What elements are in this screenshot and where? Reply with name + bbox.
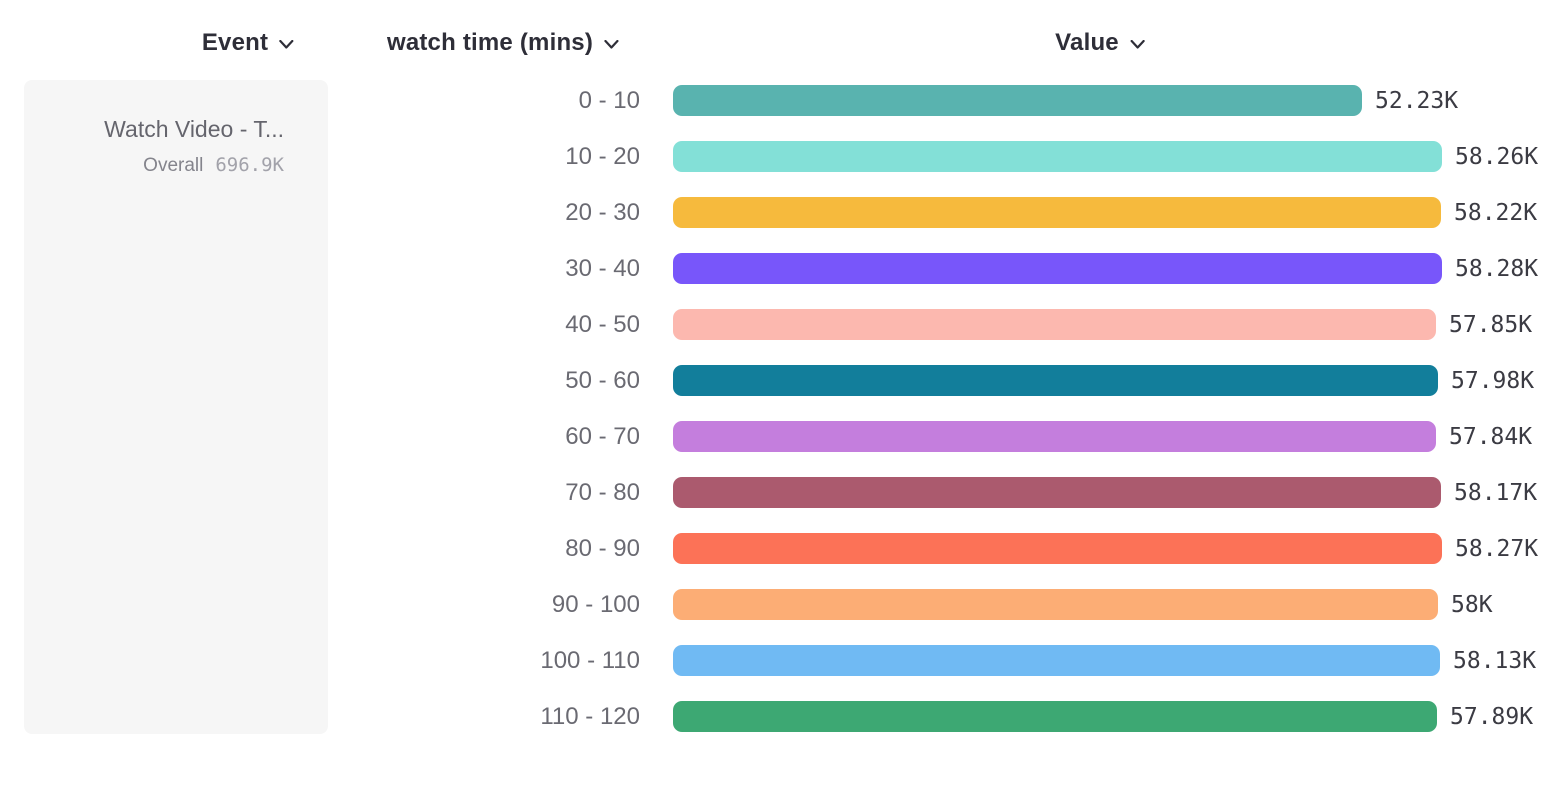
- bucket-label: 50 - 60: [565, 366, 640, 394]
- chevron-down-icon: [1130, 37, 1145, 49]
- bar-value-label: 58.26K: [1455, 143, 1539, 170]
- bar-row: 60 - 70 57.84K: [0, 421, 1568, 452]
- value-bar[interactable]: [673, 197, 1441, 228]
- column-header-value[interactable]: Value: [1055, 29, 1145, 57]
- value-bar[interactable]: [673, 85, 1362, 116]
- bar-value-label: 57.84K: [1449, 423, 1533, 450]
- bucket-label: 0 - 10: [578, 86, 640, 114]
- value-bar[interactable]: [673, 589, 1438, 620]
- bar-row: 90 - 100 58K: [0, 589, 1568, 620]
- bar-value-label: 57.85K: [1449, 311, 1533, 338]
- chevron-down-icon: [279, 37, 294, 49]
- event-title: Watch Video - T...: [104, 116, 284, 142]
- bucket-label: 20 - 30: [565, 198, 640, 226]
- bucket-label: 90 - 100: [551, 590, 640, 618]
- bar-value-label: 58.27K: [1455, 535, 1539, 562]
- value-bar[interactable]: [673, 701, 1437, 732]
- bucket-label: 80 - 90: [565, 534, 640, 562]
- value-bar[interactable]: [673, 421, 1436, 452]
- column-header-breakdown[interactable]: watch time (mins): [387, 29, 619, 57]
- value-bar[interactable]: [673, 533, 1442, 564]
- bar-value-label: 58.22K: [1454, 199, 1538, 226]
- bucket-label: 70 - 80: [565, 478, 640, 506]
- bucket-label: 40 - 50: [565, 310, 640, 338]
- value-bar[interactable]: [673, 365, 1438, 396]
- bar-value-label: 58.17K: [1454, 479, 1538, 506]
- value-bar[interactable]: [673, 253, 1442, 284]
- chevron-down-icon: [604, 37, 619, 49]
- value-bar[interactable]: [673, 309, 1436, 340]
- event-column-label: Event: [201, 29, 269, 56]
- bar-row: 30 - 40 58.28K: [0, 253, 1568, 284]
- overall-label: Overall: [143, 154, 204, 176]
- bar-value-label: 58.28K: [1455, 255, 1539, 282]
- bar-row: 110 - 120 57.89K: [0, 701, 1568, 732]
- bar-row: 80 - 90 58.27K: [0, 533, 1568, 564]
- bucket-label: 10 - 20: [565, 142, 640, 170]
- bucket-label: 100 - 110: [540, 646, 640, 674]
- bar-value-label: 58.13K: [1453, 647, 1537, 674]
- event-card[interactable]: Watch Video - T... Overall 696.9K: [24, 80, 328, 734]
- event-overall-row: Overall 696.9K: [24, 154, 284, 177]
- bucket-label: 110 - 120: [540, 702, 640, 730]
- bar-value-label: 52.23K: [1375, 87, 1459, 114]
- value-bar[interactable]: [673, 477, 1441, 508]
- bucket-label: 30 - 40: [565, 254, 640, 282]
- column-header-event[interactable]: Event: [202, 29, 294, 57]
- value-bar[interactable]: [673, 141, 1442, 172]
- bar-chart-rows: 0 - 10 52.23K 10 - 20 58.26K 20 - 30 58.…: [0, 85, 1568, 757]
- bar-row: 100 - 110 58.13K: [0, 645, 1568, 676]
- breakdown-column-label: watch time (mins): [386, 29, 594, 56]
- value-column-label: Value: [1055, 29, 1119, 56]
- overall-value: 696.9K: [215, 153, 284, 176]
- bucket-label: 60 - 70: [565, 422, 640, 450]
- bar-value-label: 57.89K: [1450, 703, 1534, 730]
- bar-row: 50 - 60 57.98K: [0, 365, 1568, 396]
- value-bar[interactable]: [673, 645, 1440, 676]
- bar-row: 10 - 20 58.26K: [0, 141, 1568, 172]
- bar-row: 20 - 30 58.22K: [0, 197, 1568, 228]
- bar-row: 40 - 50 57.85K: [0, 309, 1568, 340]
- bar-row: 70 - 80 58.17K: [0, 477, 1568, 508]
- bar-row: 0 - 10 52.23K: [0, 85, 1568, 116]
- bar-value-label: 58K: [1451, 591, 1493, 618]
- bar-value-label: 57.98K: [1451, 367, 1535, 394]
